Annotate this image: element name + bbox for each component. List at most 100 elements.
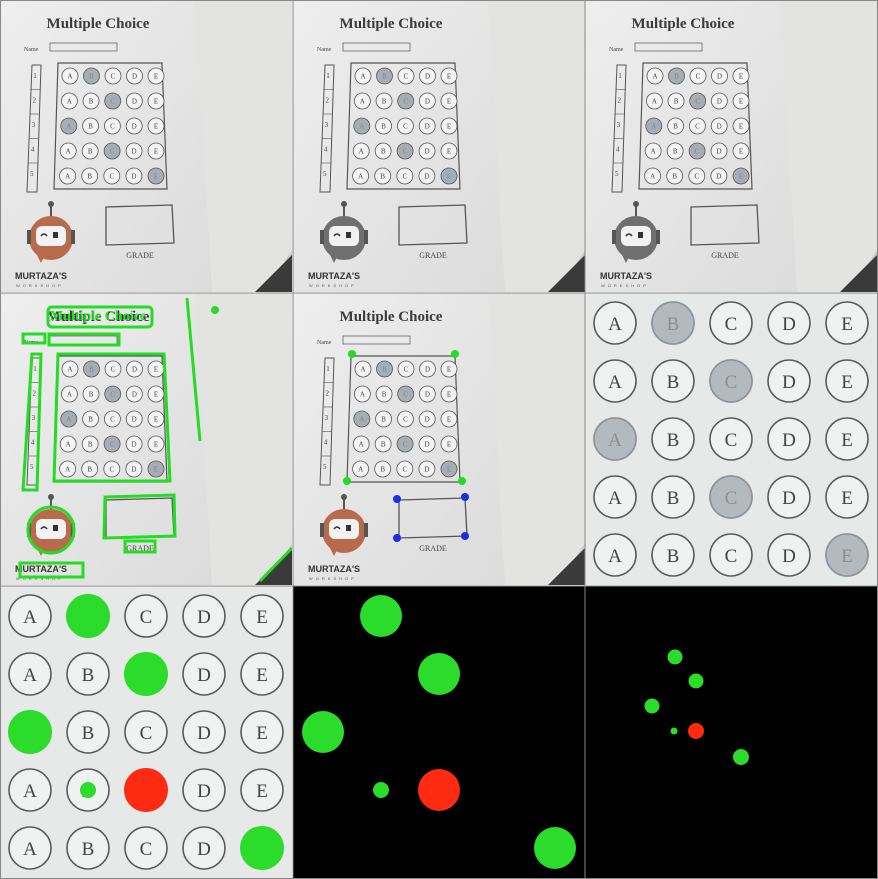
warped-bubble: [8, 594, 52, 638]
contour-grade-label: [123, 539, 157, 554]
bubble-letter: A: [67, 366, 72, 374]
question-number: 4: [324, 439, 328, 447]
grade-corner-point: [461, 532, 469, 540]
bubble: [418, 142, 436, 160]
answer-grid-border: [53, 62, 168, 190]
warped-bubble: [767, 475, 811, 519]
warped-letter: C: [725, 314, 738, 335]
bubble: [125, 117, 143, 135]
bubble-letter: E: [447, 466, 451, 474]
bubble-letter: A: [359, 416, 364, 424]
bubble-letter: B: [674, 98, 679, 106]
bubble: [61, 385, 78, 403]
warped-bubble: [66, 710, 110, 754]
bubble: [125, 385, 143, 403]
warped-bubble: [240, 594, 284, 638]
bubble: [125, 142, 143, 160]
bubble: [396, 410, 414, 428]
bubble: [83, 360, 100, 378]
table-corner: [548, 255, 585, 292]
bubble-letter: C: [402, 466, 407, 474]
bubble-letter: C: [111, 73, 116, 81]
bubble: [375, 92, 393, 110]
bubble: [397, 92, 415, 110]
bubble-letter: E: [154, 98, 158, 106]
warped-letter: B: [82, 839, 95, 860]
bubble: [147, 385, 165, 403]
bubble-letter: C: [110, 416, 115, 424]
brand-name: MURTAZA'S: [15, 564, 67, 574]
bubble-letter: D: [425, 391, 430, 399]
bubble: [374, 142, 392, 160]
bubble: [396, 435, 414, 453]
bubble-letter: A: [359, 148, 364, 156]
question-number: 2: [325, 97, 329, 105]
bubble: [710, 117, 728, 135]
question-number-strip: 1 2 3 4 5: [319, 64, 335, 193]
projected-mark: [667, 649, 683, 665]
bubble-letter: B: [89, 73, 94, 81]
warped-bubble: [182, 594, 226, 638]
bubble-letter: B: [381, 148, 386, 156]
bubble: [375, 410, 393, 428]
bubble: [396, 167, 414, 185]
wall-highlight: [478, 0, 585, 292]
sheet-title: Multiple Choice: [340, 16, 443, 32]
bubble-letter: A: [65, 173, 70, 181]
bubble-letter: B: [380, 466, 385, 474]
bubble-letter: D: [424, 466, 429, 474]
bubble-letter: A: [66, 123, 71, 131]
bubble-letter: C: [404, 366, 409, 374]
bubble: [352, 460, 370, 478]
bubble: [81, 167, 99, 185]
bubble-letter: B: [87, 173, 92, 181]
bubble: [353, 92, 371, 110]
bubble-letter: B: [673, 123, 678, 131]
grade-box: [105, 204, 175, 246]
warped-letter: E: [256, 607, 268, 628]
warped-bubble: [8, 768, 52, 812]
bubble-letter: E: [447, 98, 451, 106]
contour-edge: [185, 297, 202, 442]
bubble: [689, 117, 706, 135]
answer-grid: A B C D E A B C D E A B C D E A B C D E A B C D E: [346, 355, 461, 483]
bubble-letter: C: [695, 98, 700, 106]
grid-corner-point: [451, 350, 459, 358]
grade-label: GRADE: [126, 251, 154, 260]
bubble-letter: D: [425, 98, 430, 106]
mask-mark: [418, 653, 460, 695]
bubble: [732, 167, 750, 185]
warped-letter: A: [23, 607, 37, 628]
warped-letter: D: [782, 372, 796, 393]
bubble-letter: A: [650, 173, 655, 181]
warped-letter: D: [782, 430, 796, 451]
bubble: [440, 460, 458, 478]
bubble: [354, 67, 372, 85]
sheet-title: Multiple Choice: [632, 16, 735, 32]
bubble: [710, 142, 728, 160]
pencil-mark: [651, 301, 695, 345]
graded-mark: [124, 768, 168, 812]
bubble-letter: D: [131, 466, 136, 474]
bubble: [125, 92, 143, 110]
bubble: [644, 167, 661, 185]
bubble: [61, 360, 79, 378]
bubble: [374, 435, 392, 453]
warped-letter: D: [782, 488, 796, 509]
warped-bubble: [709, 301, 753, 345]
bubble-letter: E: [447, 148, 451, 156]
warped-bubble: [124, 826, 168, 870]
mask-mark: [534, 827, 576, 869]
bubble: [440, 142, 458, 160]
question-number: 5: [323, 170, 327, 178]
bubble: [352, 435, 370, 453]
name-label: Name: [317, 47, 332, 53]
bubble: [125, 167, 143, 185]
grade-label: GRADE: [419, 251, 447, 260]
warped-bubble: [651, 475, 695, 519]
bubble-letter: E: [447, 441, 451, 449]
question-number: 5: [30, 170, 34, 178]
warped-letter: B: [82, 723, 95, 744]
bubble: [419, 360, 436, 378]
warped-bubble: [767, 301, 811, 345]
